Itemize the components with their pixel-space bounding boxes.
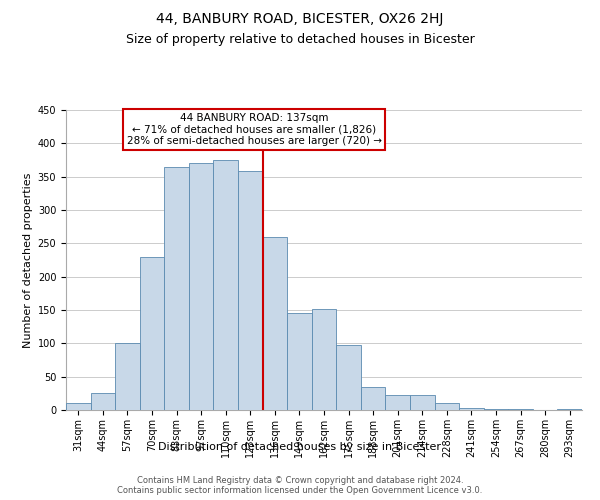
Bar: [66, 404, 91, 410]
Bar: [410, 396, 434, 410]
Bar: [361, 388, 385, 410]
Bar: [189, 164, 214, 410]
Text: Distribution of detached houses by size in Bicester: Distribution of detached houses by size …: [158, 442, 442, 452]
Bar: [484, 408, 508, 410]
Bar: [459, 408, 484, 410]
Text: 44 BANBURY ROAD: 137sqm
← 71% of detached houses are smaller (1,826)
28% of semi: 44 BANBURY ROAD: 137sqm ← 71% of detache…: [127, 113, 382, 146]
Bar: [336, 346, 361, 410]
Bar: [214, 160, 238, 410]
Bar: [312, 308, 336, 410]
Y-axis label: Number of detached properties: Number of detached properties: [23, 172, 34, 348]
Bar: [115, 344, 140, 410]
Bar: [164, 166, 189, 410]
Bar: [263, 236, 287, 410]
Text: Size of property relative to detached houses in Bicester: Size of property relative to detached ho…: [125, 32, 475, 46]
Bar: [287, 314, 312, 410]
Bar: [91, 394, 115, 410]
Bar: [434, 402, 459, 410]
Text: Contains HM Land Registry data © Crown copyright and database right 2024.
Contai: Contains HM Land Registry data © Crown c…: [118, 476, 482, 495]
Text: 44, BANBURY ROAD, BICESTER, OX26 2HJ: 44, BANBURY ROAD, BICESTER, OX26 2HJ: [157, 12, 443, 26]
Bar: [385, 396, 410, 410]
Bar: [238, 172, 263, 410]
Bar: [140, 256, 164, 410]
